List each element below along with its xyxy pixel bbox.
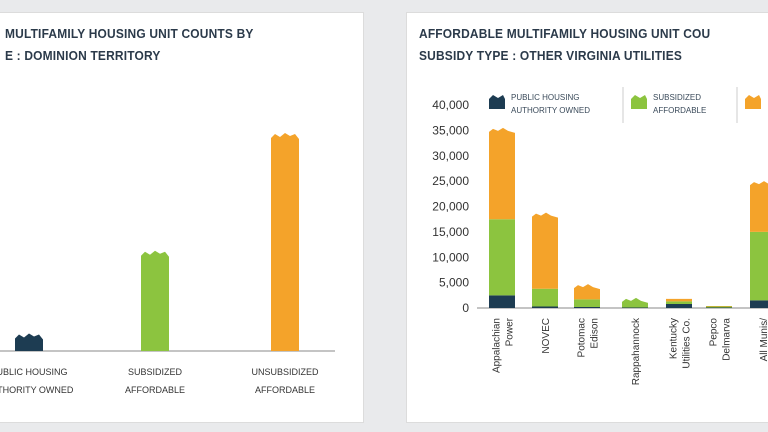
category-label-novec: NOVEC xyxy=(541,318,552,354)
y-tick-label: 35,000 xyxy=(432,123,469,137)
y-tick-label: 30,000 xyxy=(432,149,469,163)
category-label-line: Power xyxy=(505,317,516,346)
other-utilities-chart-panel: AFFORDABLE MULTIFAMILY HOUSING UNIT COU … xyxy=(406,12,768,423)
bar-unsubsidized-affordable xyxy=(271,133,299,351)
y-tick-label: 40,000 xyxy=(432,98,469,112)
bar-segment-appalachian-power-subsidized-affordable xyxy=(489,219,515,296)
category-label: SUBSIDIZED xyxy=(128,367,183,377)
category-label-pepco-delmarva: Pepco Delmarva xyxy=(709,318,733,361)
category-label: AFFORDABLE xyxy=(125,385,185,395)
chart-title: AFFORDABLE MULTIFAMILY HOUSING UNIT COU … xyxy=(419,23,710,67)
legend-label: SUBSIDIZED xyxy=(653,93,701,102)
chart-title: MULTIFAMILY HOUSING UNIT COUNTS BY E : D… xyxy=(5,23,254,67)
bar-segment-all-munis-public-housing-authority-owned xyxy=(750,300,768,308)
category-label-line: Potomac xyxy=(577,318,588,357)
category-label: UNSUBSIDIZED xyxy=(251,367,319,377)
y-tick-label: 10,000 xyxy=(432,250,469,264)
bar-segment-kentucky-utilities-co-unsubsidized-affordable xyxy=(666,298,692,302)
y-tick-label: 5,000 xyxy=(439,276,469,290)
y-tick-label: 0 xyxy=(462,301,469,315)
bar-segment-novec-public-housing-authority-owned xyxy=(532,306,558,308)
legend-swatch xyxy=(631,95,647,109)
bar-segment-all-munis-unsubsidized-affordable xyxy=(750,181,768,232)
category-label-line: Kentucky xyxy=(669,318,680,359)
dominion-chart-panel: MULTIFAMILY HOUSING UNIT COUNTS BY E : D… xyxy=(0,12,364,423)
chart-title-line-1: AFFORDABLE MULTIFAMILY HOUSING UNIT COU xyxy=(419,26,711,41)
category-label-line: Rappahannock xyxy=(631,317,642,385)
category-label-rappahannock: Rappahannock xyxy=(631,317,642,385)
y-tick-label: 25,000 xyxy=(432,174,469,188)
legend-item-public-housing-authority-owned: PUBLIC HOUSING AUTHORITY OWNED xyxy=(489,93,590,115)
chart-title-line-2: E : DOMINION TERRITORY xyxy=(5,48,161,63)
category-label-line: All Munis/ xyxy=(759,318,768,362)
bar-segment-potomac-edison-subsidized-affordable xyxy=(574,299,600,307)
bar-segment-all-munis-subsidized-affordable xyxy=(750,231,768,301)
y-tick-label: 15,000 xyxy=(432,225,469,239)
bar-subsidized-affordable xyxy=(141,250,169,351)
dominion-chart-svg: PUBLIC HOUSING AUTHORITY OWNED SUBSIDIZED A… xyxy=(0,133,335,395)
category-label-kentucky-utilities-co: Kentucky Utilities Co. xyxy=(669,318,693,369)
bar-segment-kentucky-utilities-co-subsidized-affordable xyxy=(666,301,692,304)
bar-segment-pepco-delmarva-unsubsidized-affordable xyxy=(706,305,732,307)
legend-swatch xyxy=(745,95,761,109)
legend-item-subsidized-affordable: SUBSIDIZED AFFORDABLE xyxy=(631,93,706,115)
bar-segment-novec-subsidized-affordable xyxy=(532,288,558,307)
legend-item-unsubsidized-affordable xyxy=(745,95,761,109)
category-label-line: Delmarva xyxy=(722,318,733,361)
category-label: PUBLIC HOUSING xyxy=(0,367,68,377)
category-label-line: Edison xyxy=(590,318,601,349)
bar-segment-rappahannock-subsidized-affordable xyxy=(622,297,648,308)
legend-label: AFFORDABLE xyxy=(653,106,706,115)
bar-segment-appalachian-power-public-housing-authority-owned xyxy=(489,295,515,308)
y-tick-label: 20,000 xyxy=(432,200,469,214)
bar-segment-kentucky-utilities-co-public-housing-authority-owned xyxy=(666,303,692,308)
category-label: AUTHORITY OWNED xyxy=(0,385,74,395)
chart-title-line-1: MULTIFAMILY HOUSING UNIT COUNTS BY xyxy=(5,26,254,41)
bar-segment-pepco-delmarva-public-housing-authority-owned xyxy=(706,307,732,308)
legend-label: AUTHORITY OWNED xyxy=(511,106,590,115)
category-label-appalachian-power: Appalachian Power xyxy=(492,317,516,373)
bar-segment-potomac-edison-public-housing-authority-owned xyxy=(574,306,600,308)
bar-public-housing-authority-owned xyxy=(15,333,43,351)
category-label-line: Appalachian xyxy=(492,318,503,373)
bar-segment-novec-unsubsidized-affordable xyxy=(532,212,558,289)
bar-segment-rappahannock-public-housing-authority-owned xyxy=(622,307,648,308)
category-label-potomac-edison: Potomac Edison xyxy=(577,318,601,357)
legend-swatch xyxy=(489,95,505,109)
other-utilities-chart-svg: 40,000 35,000 30,000 25,000 20,000 15,000 10,0… xyxy=(432,87,768,385)
bar-segment-pepco-delmarva-subsidized-affordable xyxy=(706,306,732,308)
legend-label: PUBLIC HOUSING xyxy=(511,93,579,102)
bar-segment-appalachian-power-unsubsidized-affordable xyxy=(489,127,515,220)
category-label-line: Pepco xyxy=(709,318,720,347)
category-label: AFFORDABLE xyxy=(255,385,315,395)
category-label-all-munis: All Munis/ xyxy=(759,318,768,362)
category-label-line: Utilities Co. xyxy=(682,318,693,369)
bar-segment-potomac-edison-unsubsidized-affordable xyxy=(574,284,600,300)
category-label-line: NOVEC xyxy=(541,318,552,354)
chart-title-line-2: SUBSIDY TYPE : OTHER VIRGINIA UTILITIES xyxy=(419,48,683,63)
